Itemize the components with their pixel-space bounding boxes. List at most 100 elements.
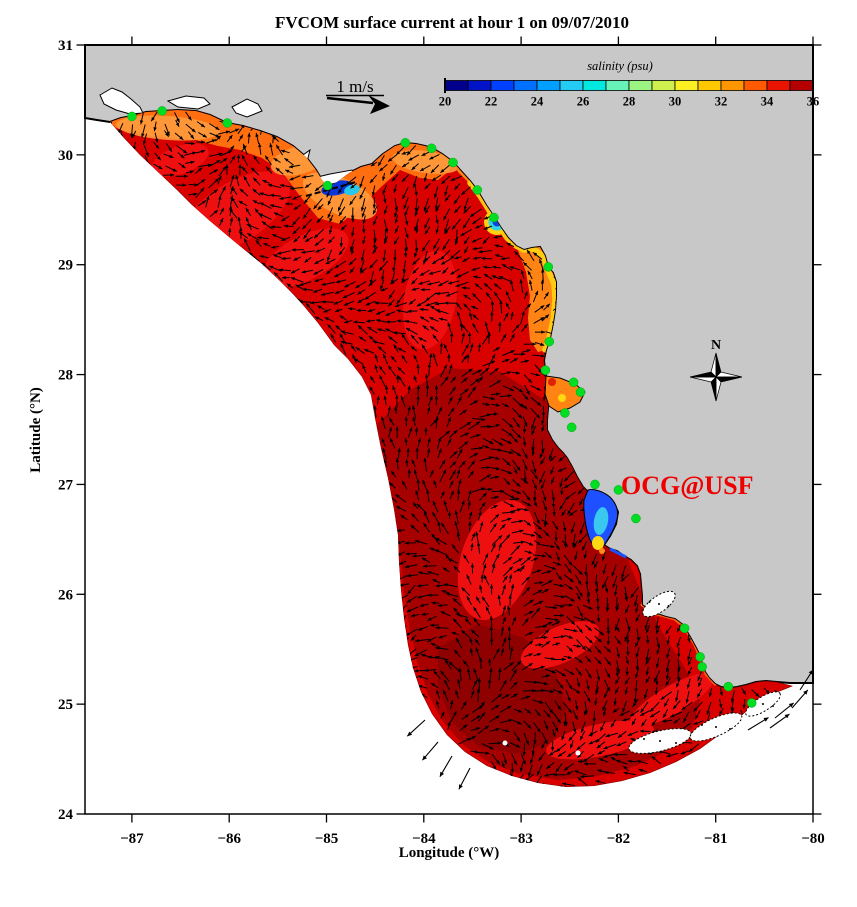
apalachicola-plume-cyan — [344, 184, 360, 196]
eddy-bright-patch — [261, 228, 349, 288]
tampa-bay-mouth-orange — [599, 548, 605, 554]
colorbar-segment — [490, 80, 515, 91]
colorbar-segment — [467, 80, 492, 91]
island-speckle — [762, 703, 764, 705]
tampa-bay-mouth-yellow — [592, 536, 604, 550]
y-tick-label: 29 — [58, 258, 73, 274]
colorbar-segment — [743, 80, 768, 91]
station-dot — [472, 185, 483, 195]
eddy-bright-patch — [546, 720, 654, 760]
y-tick-label: 31 — [58, 38, 73, 54]
station-dot — [157, 106, 167, 116]
colorbar-tick-label: 22 — [485, 95, 498, 109]
eddy-bright-patch — [151, 143, 209, 177]
tampa-bay-cyan — [593, 507, 609, 535]
compass-rose-icon: N — [689, 338, 743, 402]
crystal-estuary-yellow — [558, 394, 566, 402]
white-pinhole — [575, 750, 581, 756]
colorbar-tick-label: 36 — [807, 95, 820, 109]
x-tick-label: −85 — [315, 831, 339, 847]
station-dot — [540, 365, 551, 375]
colorbar-segment — [697, 80, 722, 91]
station-dot — [613, 485, 624, 495]
station-dot — [127, 111, 137, 122]
y-tick-label: 24 — [58, 807, 74, 823]
colorbar-tick-label: 30 — [669, 95, 682, 109]
x-tick-label: −80 — [801, 831, 825, 847]
current-vector-shafts — [110, 111, 785, 787]
station-dot — [322, 180, 333, 191]
eddy-bright-patch — [457, 499, 537, 621]
station-dot — [543, 262, 554, 272]
island-speckle — [658, 603, 660, 605]
colorbar-segment — [789, 80, 814, 91]
x-tick-label: −82 — [607, 831, 631, 847]
estuary-islands-layer — [406, 375, 814, 790]
eddy-bright-patch — [520, 621, 600, 669]
station-dot — [426, 143, 437, 154]
station-dot — [568, 377, 579, 388]
y-axis-label: Latitude (°N) — [28, 387, 44, 473]
island-speckle — [729, 728, 731, 730]
station-dot — [448, 157, 458, 168]
x-tick-label: −81 — [704, 831, 728, 847]
colorbar-segment — [720, 80, 745, 91]
island-speckle — [659, 740, 661, 742]
scale-arrow: 1 m/s — [326, 77, 390, 114]
island-speckle — [648, 601, 651, 603]
scale-arrow-label: 1 m/s — [336, 77, 373, 96]
colorbar-segment — [651, 80, 676, 91]
station-dot — [222, 118, 233, 128]
coastal-orange-light-patch — [302, 172, 378, 220]
crystal-estuary-red — [548, 378, 556, 386]
colorbar-segment — [628, 80, 653, 91]
y-tick-label: 26 — [58, 587, 74, 603]
station-dot — [560, 408, 570, 418]
x-tick-label: −87 — [120, 831, 144, 847]
colorbar-segment — [536, 80, 561, 91]
island-speckle — [667, 605, 670, 607]
colorbar-tick-label: 32 — [715, 95, 728, 109]
bay-inlet — [231, 98, 263, 118]
colorbar-tick-label: 34 — [761, 95, 774, 109]
colorbar-tick-label: 20 — [439, 95, 452, 109]
y-tick-label: 30 — [58, 148, 73, 164]
station-dot — [746, 698, 757, 708]
plot-frame — [84, 44, 814, 815]
axes-layer: −87 −86 −85 −84 −83 −82 −81 −80 24 25 26 27 28 29 30 31 — [58, 36, 825, 847]
white-pinhole — [502, 740, 508, 746]
island-speckle — [643, 738, 645, 740]
scale-arrow-shaft — [326, 96, 374, 105]
station-dot — [575, 387, 586, 397]
island-speckle — [715, 726, 717, 728]
station-dot — [544, 336, 555, 347]
station-dot — [566, 422, 577, 433]
x-tick-label: −84 — [412, 831, 436, 847]
station-dot — [631, 513, 641, 524]
colorbar-segment — [582, 80, 607, 91]
scale-arrow-head-icon — [368, 95, 390, 114]
station-dot — [723, 681, 734, 692]
y-tick-label: 28 — [58, 368, 73, 384]
credit-watermark: OCG@USF — [621, 471, 754, 500]
y-tick-label: 27 — [58, 477, 74, 493]
station-dot — [679, 623, 690, 634]
colorbar-segment — [559, 80, 584, 91]
station-dot — [489, 212, 499, 223]
coastal-orange-light-patch — [392, 150, 460, 174]
colorbar-tick-label: 28 — [623, 95, 636, 109]
colorbar-segment — [766, 80, 791, 91]
eddy-bright-patch — [402, 250, 458, 350]
compass-north-label: N — [711, 338, 721, 353]
colorbar-segment — [674, 80, 699, 91]
colorbar-cells: 20 22 24 26 28 30 32 34 36 — [439, 78, 820, 109]
colorbar-segment — [605, 80, 630, 91]
tampa-bay — [583, 489, 627, 559]
x-tick-label: −86 — [217, 831, 241, 847]
sarasota-strip — [609, 547, 627, 559]
bay-inlet — [99, 87, 144, 115]
colorbar-segment — [513, 80, 538, 91]
colorbar-tick-label: 24 — [531, 95, 544, 109]
